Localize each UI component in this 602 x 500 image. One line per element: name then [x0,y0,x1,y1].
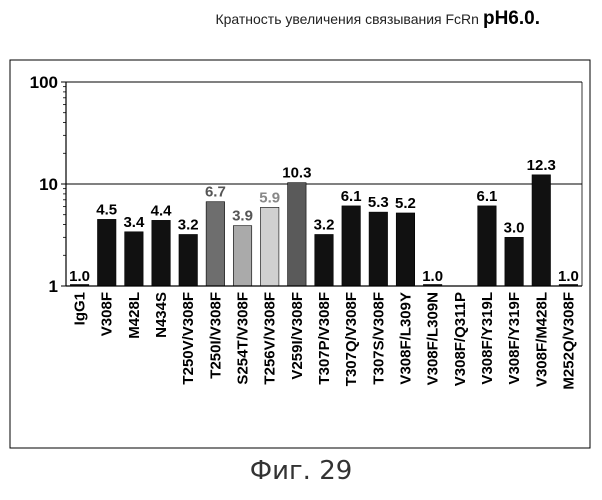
value-label: 1.0 [69,268,90,285]
x-tick-label: V308F/M428L [533,292,550,387]
x-tick-label: V308F [99,292,116,336]
bar-V308F/Y319L [478,206,496,286]
bar-T250V/V308F [179,234,197,286]
value-label: 4.5 [96,201,117,218]
value-label: 1.0 [558,268,579,285]
value-label: 5.9 [259,189,280,206]
x-tick-label: T307S/V308F [370,292,387,385]
value-label: 1.0 [422,268,443,285]
bar-V308F [98,219,116,286]
x-tick-label: T256V/V308F [262,292,279,385]
bar-T250I/V308F [206,202,224,286]
value-label: 6.1 [477,188,498,205]
value-label: 3.2 [178,216,199,233]
value-label: 3.9 [232,208,253,225]
bar-V308F/M428L [532,175,550,286]
y-tick-label: 1 [49,277,58,296]
x-tick-label: T307P/V308F [316,292,333,385]
y-tick-label: 10 [39,175,58,194]
value-label: 3.2 [314,216,335,233]
x-tick-label: T250V/V308F [180,292,197,385]
x-tick-label: V308F/Y319L [479,292,496,385]
x-tick-label: N434S [153,292,170,338]
x-tick-label: T250I/V308F [207,292,224,379]
y-tick-label: 100 [30,73,58,92]
value-label: 6.7 [205,184,226,201]
x-tick-label: M428L [126,292,143,339]
bar-T307S/V308F [369,212,387,286]
value-label: 4.4 [151,202,173,219]
bar-V308F/Y319F [505,237,523,286]
x-tick-label: V308F/L309N [425,292,442,385]
x-tick-label: IgG1 [72,292,89,325]
bar-N434S [152,220,170,286]
value-label: 6.1 [341,188,362,205]
bar-T307P/V308F [315,234,333,286]
bar-V259I/V308F [288,183,306,286]
x-tick-label: T307Q/V308F [343,292,360,386]
bar-M428L [125,232,143,286]
x-tick-label: V308F/Y319F [506,292,523,385]
x-tick-label: V259I/V308F [289,292,306,380]
x-tick-label: V308F/Q311P [452,292,469,386]
x-tick-label: V308F/L309Y [397,292,414,385]
bar-T307Q/V308F [342,206,360,286]
value-label: 12.3 [527,157,556,174]
x-tick-labels: IgG1 V308F M428L N434S T250V/V308F T250I/V308… [72,292,578,390]
x-tick-label: S254T/V308F [235,292,252,385]
value-label: 5.2 [395,195,416,212]
value-label: 5.3 [368,194,389,211]
bar-T256V/V308F [260,207,278,286]
x-tick-label: M252Q/V308F [560,292,577,390]
bar-V308F/L309Y [396,213,414,286]
bar-chart: 1.0 4.5 3.4 4.4 3.2 6.7 3.9 5.910.3 3.2 6.1 5.3 5.2… [0,0,602,450]
y-tick-labels: 1 10 100 [30,73,58,296]
bar-S254T/V308F [233,226,251,286]
value-label: 3.4 [123,214,145,231]
figure-caption: Фиг. 29 [0,456,602,486]
gridlines [66,82,582,184]
value-label: 3.0 [504,219,525,236]
value-label: 10.3 [282,165,311,182]
